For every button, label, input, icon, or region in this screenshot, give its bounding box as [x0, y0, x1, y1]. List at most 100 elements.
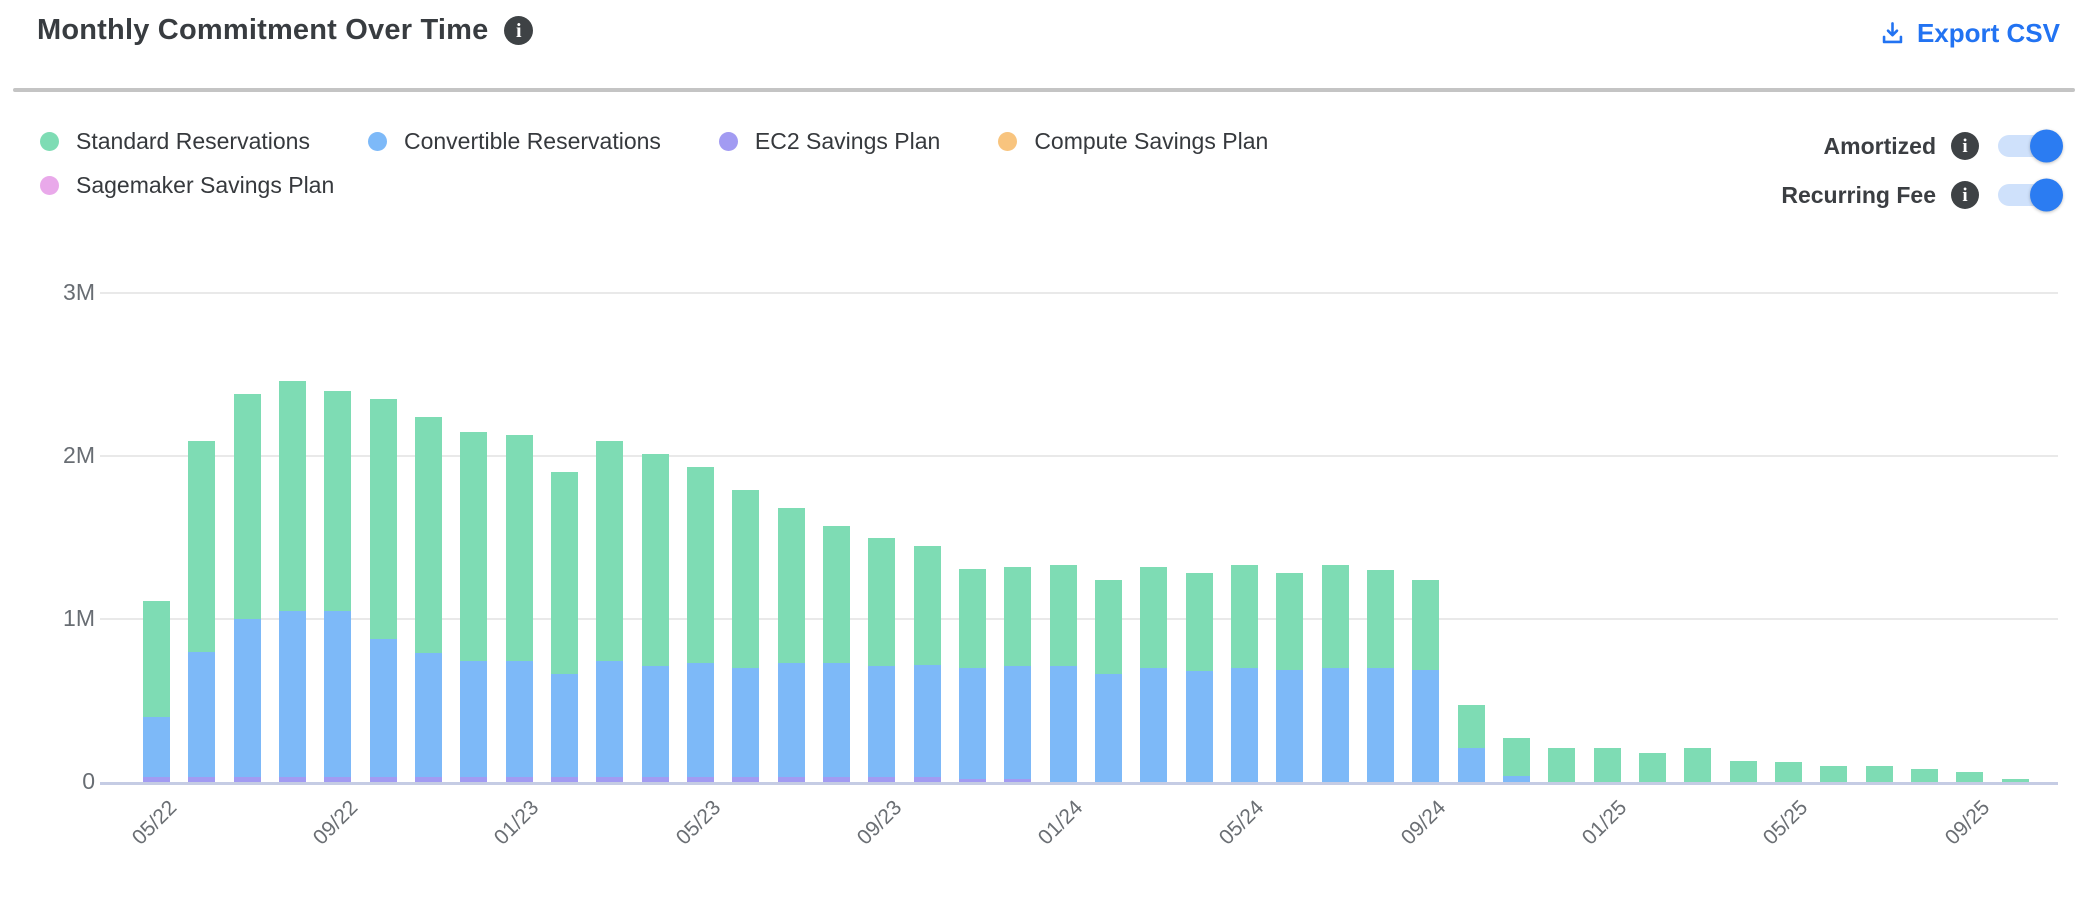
- bar-segment-standard-reservations[interactable]: [1774, 762, 1802, 782]
- bar-segment-standard-reservations[interactable]: [1004, 566, 1032, 667]
- bar-segment-standard-reservations[interactable]: [1729, 760, 1757, 782]
- bar-segment-standard-reservations[interactable]: [324, 390, 352, 611]
- bar-segment-ec2-savings-plan[interactable]: [233, 777, 261, 782]
- bar-segment-standard-reservations[interactable]: [1230, 565, 1258, 668]
- bar-segment-standard-reservations[interactable]: [551, 472, 578, 675]
- bar-segment-convertible-reservations[interactable]: [551, 674, 578, 778]
- bar-segment-convertible-reservations[interactable]: [505, 661, 533, 778]
- bar-segment-convertible-reservations[interactable]: [958, 667, 986, 779]
- bar-segment-standard-reservations[interactable]: [369, 399, 397, 639]
- bar-segment-standard-reservations[interactable]: [1185, 573, 1213, 672]
- bar-segment-convertible-reservations[interactable]: [1412, 669, 1440, 782]
- bar-segment-standard-reservations[interactable]: [1910, 769, 1938, 782]
- bar-segment-convertible-reservations[interactable]: [732, 667, 760, 778]
- bar-segment-convertible-reservations[interactable]: [596, 661, 624, 778]
- bar-segment-standard-reservations[interactable]: [1412, 579, 1440, 670]
- bar-segment-convertible-reservations[interactable]: [687, 663, 714, 778]
- bar-segment-standard-reservations[interactable]: [687, 467, 714, 663]
- bar-segment-convertible-reservations[interactable]: [777, 663, 805, 778]
- bar-segment-convertible-reservations[interactable]: [1230, 667, 1258, 782]
- bar-segment-ec2-savings-plan[interactable]: [143, 777, 170, 782]
- bar-segment-convertible-reservations[interactable]: [1140, 667, 1168, 782]
- bar-segment-standard-reservations[interactable]: [1593, 747, 1621, 782]
- bar-segment-convertible-reservations[interactable]: [1049, 666, 1077, 782]
- bar-segment-ec2-savings-plan[interactable]: [505, 777, 533, 782]
- bar-segment-ec2-savings-plan[interactable]: [913, 777, 941, 782]
- bar-segment-ec2-savings-plan[interactable]: [279, 777, 306, 782]
- bar-segment-standard-reservations[interactable]: [1049, 565, 1077, 667]
- bar-segment-convertible-reservations[interactable]: [460, 661, 488, 778]
- bar-segment-standard-reservations[interactable]: [1548, 747, 1576, 782]
- bar-segment-ec2-savings-plan[interactable]: [687, 777, 714, 782]
- bar-segment-standard-reservations[interactable]: [505, 434, 533, 662]
- title-info-icon[interactable]: i: [504, 16, 534, 45]
- bar-segment-ec2-savings-plan[interactable]: [1004, 778, 1032, 782]
- bar-segment-ec2-savings-plan[interactable]: [188, 777, 216, 782]
- bar-segment-standard-reservations[interactable]: [1457, 705, 1485, 748]
- bar-segment-standard-reservations[interactable]: [143, 601, 170, 717]
- bar-segment-convertible-reservations[interactable]: [1366, 667, 1394, 782]
- bar-segment-standard-reservations[interactable]: [777, 508, 805, 663]
- bar-segment-ec2-savings-plan[interactable]: [596, 777, 624, 782]
- bar-segment-standard-reservations[interactable]: [1956, 772, 1984, 782]
- bar-segment-convertible-reservations[interactable]: [1004, 666, 1032, 779]
- bar-segment-standard-reservations[interactable]: [188, 441, 216, 652]
- bar-segment-ec2-savings-plan[interactable]: [641, 777, 669, 782]
- bar-segment-standard-reservations[interactable]: [460, 431, 488, 662]
- bar-segment-standard-reservations[interactable]: [2001, 778, 2029, 782]
- export-csv-button[interactable]: Export CSV: [1879, 18, 2060, 49]
- bar-segment-convertible-reservations[interactable]: [1457, 747, 1485, 782]
- bar-segment-standard-reservations[interactable]: [279, 381, 306, 611]
- bar-segment-standard-reservations[interactable]: [1684, 747, 1712, 782]
- bar-segment-ec2-savings-plan[interactable]: [551, 777, 578, 782]
- bar-segment-ec2-savings-plan[interactable]: [324, 777, 352, 782]
- bar-segment-ec2-savings-plan[interactable]: [868, 777, 896, 782]
- bar-segment-convertible-reservations[interactable]: [1276, 669, 1304, 782]
- bar-segment-standard-reservations[interactable]: [1140, 566, 1168, 668]
- amortized-toggle[interactable]: [1998, 129, 2063, 163]
- bar-segment-standard-reservations[interactable]: [1321, 565, 1349, 668]
- bar-segment-ec2-savings-plan[interactable]: [732, 777, 760, 782]
- bar-segment-convertible-reservations[interactable]: [822, 663, 850, 778]
- bar-segment-convertible-reservations[interactable]: [868, 666, 896, 778]
- bar-segment-standard-reservations[interactable]: [1502, 738, 1530, 776]
- bar-segment-ec2-savings-plan[interactable]: [460, 777, 488, 782]
- legend-item-standard-reservations[interactable]: Standard Reservations: [40, 128, 310, 155]
- bar-segment-convertible-reservations[interactable]: [324, 610, 352, 778]
- legend-item-sagemaker-savings-plan[interactable]: Sagemaker Savings Plan: [40, 172, 334, 199]
- bar-segment-standard-reservations[interactable]: [1276, 573, 1304, 670]
- bar-segment-ec2-savings-plan[interactable]: [777, 777, 805, 782]
- bar-segment-standard-reservations[interactable]: [596, 441, 624, 662]
- bar-segment-convertible-reservations[interactable]: [369, 638, 397, 778]
- bar-segment-standard-reservations[interactable]: [641, 454, 669, 667]
- bar-segment-convertible-reservations[interactable]: [1185, 671, 1213, 782]
- bar-segment-ec2-savings-plan[interactable]: [958, 778, 986, 782]
- bar-segment-standard-reservations[interactable]: [868, 537, 896, 667]
- legend-item-ec2-savings-plan[interactable]: EC2 Savings Plan: [718, 128, 940, 155]
- bar-segment-convertible-reservations[interactable]: [1094, 674, 1122, 782]
- bar-segment-standard-reservations[interactable]: [233, 394, 261, 619]
- bar-segment-standard-reservations[interactable]: [732, 490, 760, 668]
- legend-item-compute-savings-plan[interactable]: Compute Savings Plan: [998, 128, 1268, 155]
- bar-segment-standard-reservations[interactable]: [913, 545, 941, 665]
- bar-segment-ec2-savings-plan[interactable]: [822, 777, 850, 782]
- bar-segment-ec2-savings-plan[interactable]: [415, 777, 442, 782]
- bar-segment-ec2-savings-plan[interactable]: [369, 777, 397, 782]
- bar-segment-standard-reservations[interactable]: [1094, 579, 1122, 675]
- bar-segment-standard-reservations[interactable]: [822, 526, 850, 663]
- bar-segment-standard-reservations[interactable]: [958, 568, 986, 668]
- recurring-fee-toggle[interactable]: [1998, 178, 2063, 212]
- bar-segment-standard-reservations[interactable]: [1865, 765, 1893, 782]
- bar-segment-convertible-reservations[interactable]: [641, 666, 669, 778]
- bar-segment-standard-reservations[interactable]: [1366, 570, 1394, 668]
- bar-segment-convertible-reservations[interactable]: [415, 653, 442, 778]
- recurring-fee-info-icon[interactable]: i: [1951, 181, 1979, 209]
- bar-segment-convertible-reservations[interactable]: [279, 610, 306, 778]
- bar-segment-standard-reservations[interactable]: [1820, 765, 1848, 782]
- bar-segment-convertible-reservations[interactable]: [143, 716, 170, 778]
- bar-segment-convertible-reservations[interactable]: [1321, 667, 1349, 782]
- bar-segment-convertible-reservations[interactable]: [913, 664, 941, 778]
- bar-segment-standard-reservations[interactable]: [1638, 752, 1666, 782]
- legend-item-convertible-reservations[interactable]: Convertible Reservations: [367, 128, 661, 155]
- bar-segment-convertible-reservations[interactable]: [233, 619, 261, 778]
